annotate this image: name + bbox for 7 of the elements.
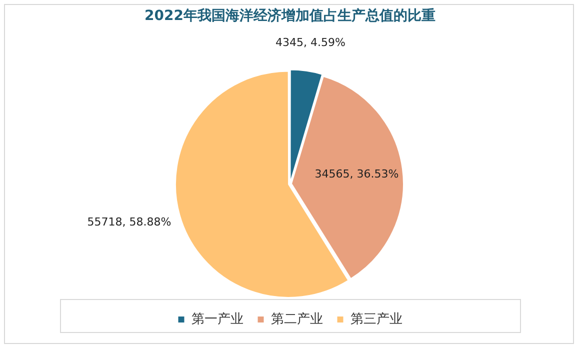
data-label: 55718, 58.88% bbox=[87, 215, 172, 228]
data-label: 4345, 4.59% bbox=[275, 36, 346, 50]
legend-label: 第二产业 bbox=[270, 312, 323, 327]
legend-label: 第一产业 bbox=[191, 312, 244, 327]
data-label: 34565, 36.53% bbox=[314, 168, 399, 181]
chart-title: 2022年我国海洋经济增加值占生产总值的比重 bbox=[144, 7, 436, 24]
legend-label: 第三产业 bbox=[350, 312, 402, 327]
